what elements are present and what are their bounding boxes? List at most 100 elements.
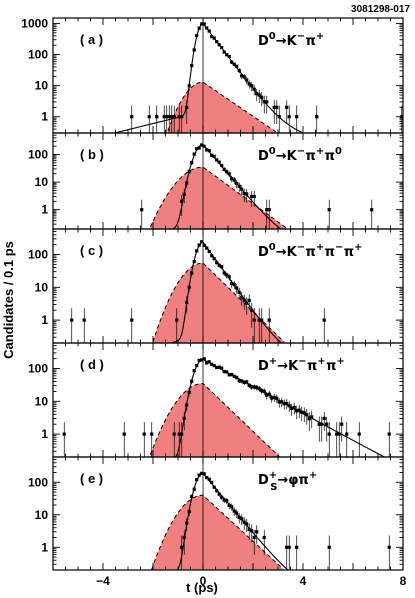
- data-point: [267, 318, 271, 322]
- data-point: [180, 115, 184, 119]
- data-point: [272, 105, 276, 109]
- data-point: [252, 194, 256, 199]
- data-point: [237, 379, 241, 383]
- data-point: [295, 545, 299, 549]
- data-point: [272, 395, 276, 399]
- data-point: [62, 432, 66, 436]
- data-point: [200, 358, 204, 362]
- panel-e: 1 10 100 ( e ) D+ S→φπ+: [28, 456, 404, 571]
- data-point: [257, 318, 261, 322]
- data-point: [187, 84, 191, 88]
- data-point: [235, 375, 239, 380]
- data-point: [195, 364, 199, 368]
- data-point: [180, 432, 184, 436]
- x-tick-label: 4: [300, 574, 307, 588]
- data-point: [185, 105, 189, 109]
- data-point: [307, 417, 311, 421]
- data-point: [155, 115, 159, 119]
- data-point: [147, 115, 151, 119]
- y-axis-title: Candidates / 0.1 ps: [1, 241, 16, 359]
- y-tick-label: 10: [35, 508, 49, 522]
- data-point: [197, 473, 201, 477]
- data-point: [197, 26, 201, 30]
- data-point: [167, 115, 171, 119]
- data-point: [222, 50, 226, 54]
- data-point: [190, 494, 194, 499]
- data-point: [192, 152, 196, 156]
- background-curve: [150, 383, 280, 457]
- data-point: [387, 432, 391, 436]
- data-point: [315, 115, 319, 119]
- data-point: [285, 545, 289, 549]
- data-point: [265, 393, 269, 397]
- data-point: [217, 160, 221, 164]
- data-point: [322, 416, 326, 420]
- data-point: [257, 93, 261, 97]
- data-point: [232, 374, 236, 378]
- data-point: [275, 396, 279, 400]
- data-point: [250, 308, 254, 312]
- y-tick-label: 1: [41, 427, 48, 441]
- data-point: [215, 158, 219, 162]
- data-point: [255, 92, 259, 96]
- data-point: [212, 485, 216, 489]
- data-point: [180, 199, 184, 203]
- data-point: [225, 273, 229, 277]
- data-point: [215, 40, 219, 44]
- data-point: [130, 318, 134, 322]
- data-point: [220, 366, 224, 370]
- data-point: [202, 243, 206, 247]
- data-point: [267, 392, 271, 396]
- x-tick-label: −4: [96, 574, 110, 588]
- data-point: [240, 187, 244, 191]
- data-point: [292, 405, 296, 410]
- data-point: [247, 82, 251, 86]
- data-point: [230, 60, 234, 64]
- data-point: [237, 184, 241, 188]
- data-point: [277, 115, 281, 119]
- data-point: [227, 54, 231, 59]
- data-point: [227, 275, 231, 279]
- data-point: [290, 406, 294, 410]
- data-point: [175, 318, 179, 322]
- data-point: [197, 243, 201, 247]
- data-point: [275, 105, 279, 109]
- data-point: [242, 75, 246, 79]
- data-point: [387, 545, 391, 549]
- data-point: [177, 432, 181, 436]
- data-point: [187, 509, 191, 514]
- data-point: [172, 432, 176, 436]
- data-point: [207, 250, 211, 254]
- background-region: [150, 167, 287, 229]
- decay-label: D0→K− π+ π− π+: [258, 242, 363, 260]
- data-point: [235, 64, 239, 68]
- data-point: [237, 290, 241, 294]
- data-point: [177, 115, 181, 119]
- data-point: [217, 365, 221, 369]
- data-point: [245, 78, 249, 82]
- data-point: [182, 192, 186, 196]
- data-point: [192, 48, 196, 52]
- y-tick-label: 1: [41, 203, 48, 217]
- data-point: [250, 385, 254, 389]
- data-point: [122, 432, 126, 436]
- data-point: [205, 361, 209, 365]
- data-point: [235, 181, 239, 185]
- data-point: [237, 68, 241, 73]
- data-point: [210, 254, 214, 258]
- data-point: [235, 511, 239, 515]
- data-point: [265, 100, 269, 104]
- data-point: [280, 400, 284, 404]
- data-point: [245, 192, 249, 196]
- data-point: [260, 318, 264, 322]
- x-tick-label: 8: [400, 574, 407, 588]
- data-point: [225, 170, 229, 174]
- data-point: [232, 509, 236, 513]
- background-curve: [151, 494, 284, 570]
- y-tick-label: 100: [28, 48, 48, 62]
- data-point: [222, 370, 226, 374]
- y-tick-label: 10: [35, 175, 49, 189]
- panel-a: 1 10 100 1000 ( a ) D0→K− π+: [21, 16, 404, 134]
